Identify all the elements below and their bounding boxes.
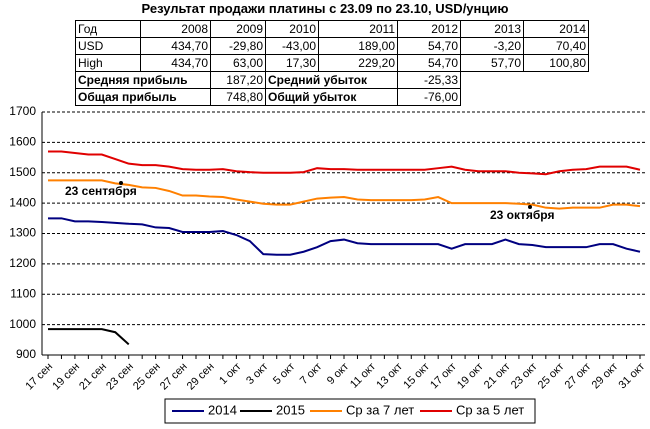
x-tick-label: 29 окт	[590, 361, 621, 392]
legend-box	[164, 398, 536, 424]
table-cell: 434,70	[140, 37, 211, 55]
x-tick-label: 9 окт	[325, 361, 351, 387]
annotation: 23 сентября	[65, 184, 137, 198]
x-tick-label: 19 сен	[50, 361, 82, 393]
x-tick-label: 25 сен	[131, 361, 163, 393]
series-line	[48, 150, 641, 176]
x-tick-label: 3 окт	[244, 361, 270, 387]
series-line	[48, 328, 130, 346]
x-tick-label: 15 окт	[401, 361, 432, 392]
y-tick-label: 1700	[9, 104, 36, 118]
table-cell: 57,70	[460, 54, 524, 72]
table-cell: 229,20	[318, 54, 398, 72]
legend-label: Ср за 7 лет	[346, 402, 414, 417]
y-tick-label: 1500	[9, 165, 36, 179]
series-line	[48, 217, 641, 256]
y-tick-label: 1000	[9, 317, 36, 331]
legend-label: 2014	[208, 402, 237, 417]
x-tick-label: 17 сен	[23, 361, 55, 393]
x-tick-label: 17 окт	[428, 361, 459, 392]
x-tick-label: 1 окт	[217, 361, 243, 387]
legend-label: Ср за 5 лет	[456, 402, 524, 417]
y-tick-label: 1200	[9, 256, 36, 270]
annotation-dot	[528, 205, 532, 209]
table-row: USD 434,70 -29,80 -43,00 189,00 54,70 -3,20 70,…	[75, 37, 589, 55]
x-tick-label: 29 сен	[185, 361, 217, 393]
table-cell: 100,80	[523, 54, 589, 72]
table-row: Год 2008 2009 2010 2011 2012 2013 2014	[75, 20, 589, 38]
x-tick-label: 7 окт	[298, 361, 324, 387]
x-tick-label: 23 сен	[104, 361, 136, 393]
series-line	[48, 179, 641, 210]
x-tick-label: 5 окт	[271, 361, 297, 387]
results-table: Год 2008 2009 2010 2011 2012 2013 2014 USD 434,70…	[75, 20, 589, 106]
legend-label: 2015	[276, 402, 305, 417]
table-cell: 17,30	[265, 54, 319, 72]
y-tick-label: 1400	[9, 195, 36, 209]
x-tick-label: 11 окт	[348, 361, 378, 391]
x-tick-label: 19 окт	[455, 361, 486, 392]
y-tick-label: 1100	[10, 286, 36, 300]
table-cell: 2008	[140, 20, 211, 38]
x-tick-label: 23 окт	[509, 361, 540, 392]
table-cell: 2014	[523, 20, 589, 38]
table-cell: Общая прибыль	[75, 88, 211, 106]
annotation: 23 октября	[490, 208, 554, 222]
x-tick-label: 21 сен	[77, 361, 109, 393]
y-tick-label: 1600	[9, 135, 36, 149]
table-cell: -76,00	[397, 88, 461, 106]
table-cell: -3,20	[460, 37, 524, 55]
y-tick-label: 900	[16, 347, 36, 361]
table-cell: 748,80	[210, 88, 266, 106]
table-cell: USD	[75, 37, 141, 55]
annotation-dot	[119, 181, 123, 185]
x-tick-label: 31 окт	[616, 361, 647, 392]
x-tick-label: 21 окт	[482, 361, 513, 392]
table-row: Общая прибыль 748,80 Общий убыток -76,00	[75, 88, 589, 106]
chart-title: Результат продажи платины с 23.09 по 23.…	[141, 1, 509, 16]
table-cell: 2012	[397, 20, 461, 38]
y-tick-label: 1300	[9, 226, 36, 240]
x-tick-label: 25 окт	[536, 361, 567, 392]
x-tick-label: 13 окт	[374, 361, 405, 392]
x-tick-label: 27 окт	[563, 361, 594, 392]
table-row: High 434,70 63,00 17,30 229,20 54,70 57,70 100,…	[75, 54, 589, 72]
x-tick-label: 27 сен	[158, 361, 190, 393]
